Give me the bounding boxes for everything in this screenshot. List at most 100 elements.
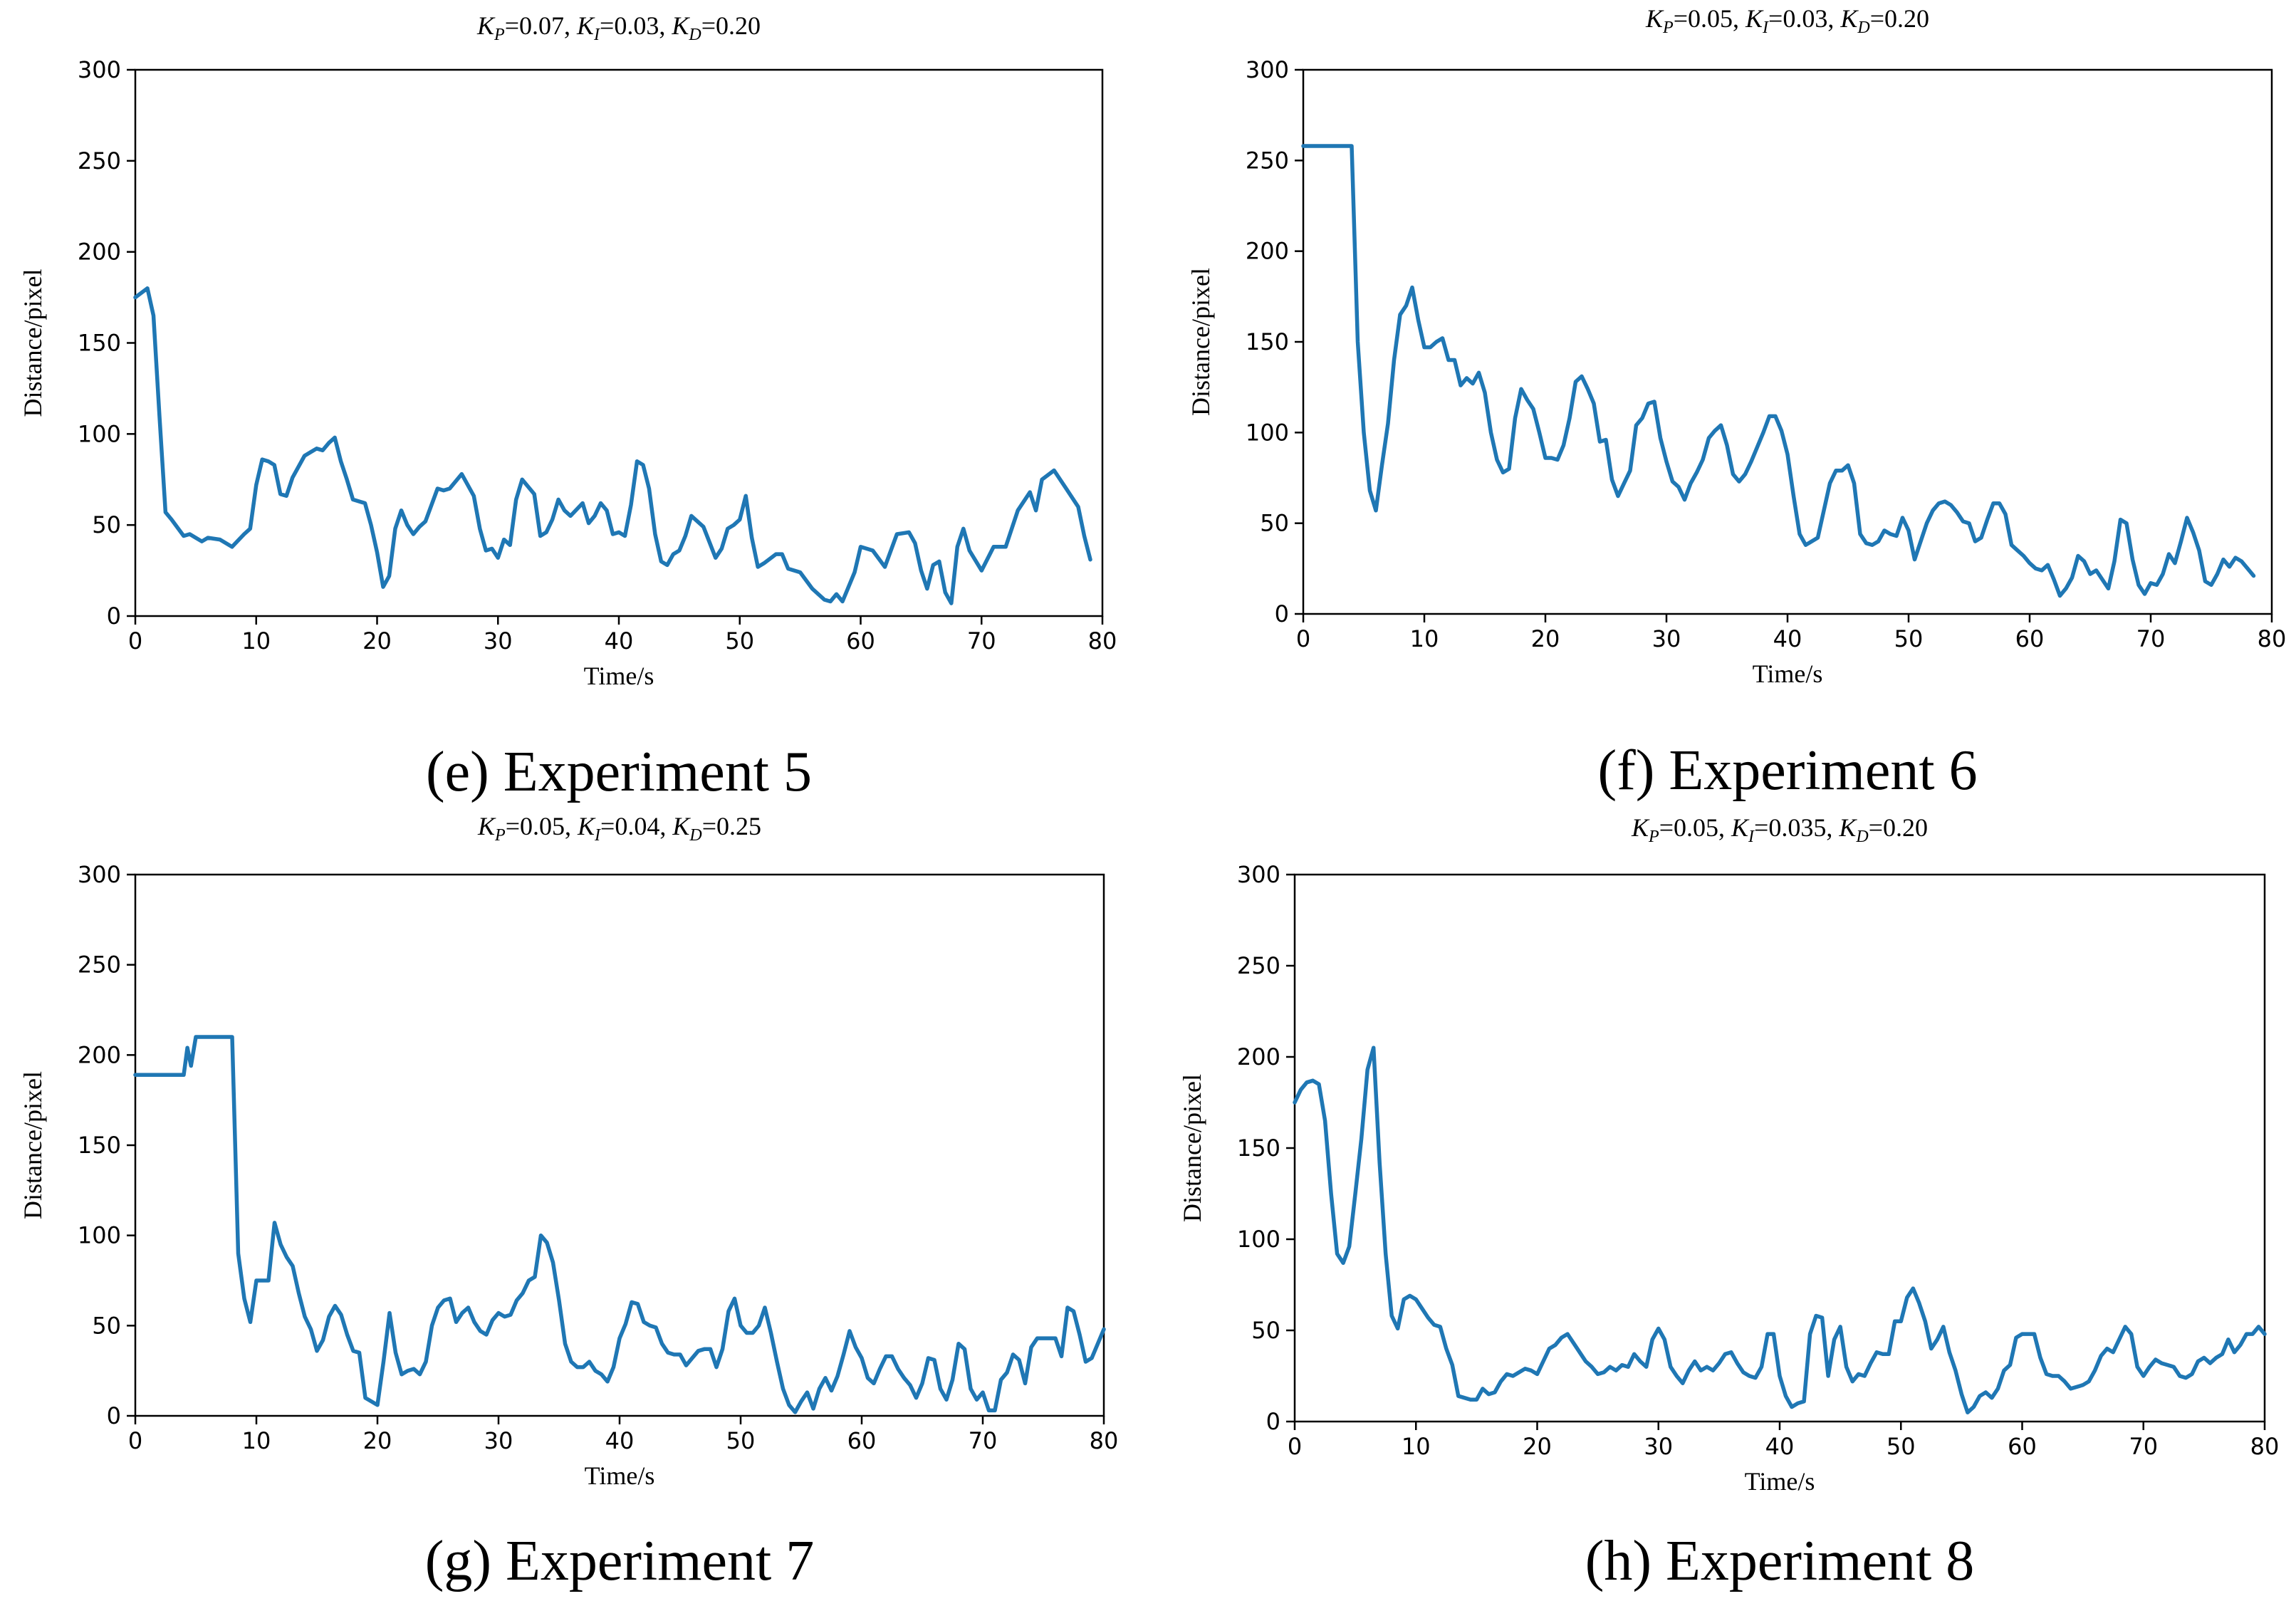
y-tick-label: 300 (1246, 56, 1289, 83)
y-tick-label: 150 (78, 330, 121, 357)
x-tick-label: 30 (1644, 1433, 1673, 1460)
panel-caption: (f) Experiment 6 (1597, 739, 1977, 802)
panel-experiment-5: KP=0.07, KI=0.03, KD=0.20050100150200250… (19, 11, 1117, 803)
x-tick-label: 40 (605, 1427, 635, 1454)
x-tick-label: 40 (1773, 625, 1802, 652)
y-tick-label: 300 (78, 56, 121, 83)
title-symbol: K (1645, 4, 1664, 33)
title-value: =0.03, (600, 11, 672, 40)
x-tick-label: 50 (726, 1427, 756, 1454)
y-tick-label: 100 (78, 1222, 121, 1249)
title-value: =0.25 (702, 812, 761, 840)
chart-title: KP=0.05, KI=0.035, KD=0.20 (1631, 813, 1928, 846)
x-tick-label: 60 (2015, 625, 2045, 652)
panel-experiment-6: KP=0.05, KI=0.03, KD=0.20050100150200250… (1186, 4, 2286, 802)
title-value: =0.07, (505, 11, 577, 40)
x-tick-label: 30 (484, 627, 513, 655)
title-subscript: P (494, 26, 505, 44)
y-tick-label: 50 (92, 511, 121, 538)
title-symbol: K (671, 11, 690, 40)
x-tick-label: 0 (1296, 625, 1310, 652)
chart-title: KP=0.05, KI=0.03, KD=0.20 (1645, 4, 1929, 37)
x-axis-label: Time/s (584, 662, 654, 690)
y-tick-label: 150 (1246, 328, 1289, 355)
x-tick-label: 80 (2250, 1433, 2280, 1460)
x-tick-label: 50 (725, 627, 754, 655)
title-value: =0.035, (1754, 813, 1839, 842)
x-tick-label: 10 (1402, 1433, 1431, 1460)
y-axis-label: Distance/pixel (1178, 1074, 1206, 1222)
x-tick-label: 80 (1090, 1427, 1119, 1454)
title-value: =0.05, (1659, 813, 1731, 842)
x-tick-label: 0 (1288, 1433, 1302, 1460)
title-subscript: D (1857, 19, 1869, 37)
y-tick-label: 200 (78, 239, 121, 266)
x-tick-label: 40 (1765, 1433, 1795, 1460)
x-tick-label: 70 (969, 1427, 998, 1454)
x-tick-label: 40 (605, 627, 634, 655)
panel-experiment-8: KP=0.05, KI=0.035, KD=0.2005010015020025… (1178, 813, 2279, 1592)
title-subscript: D (688, 26, 701, 44)
title-symbol: K (1631, 813, 1650, 842)
y-tick-label: 250 (78, 147, 121, 174)
y-tick-label: 0 (107, 603, 121, 630)
x-tick-label: 10 (1410, 625, 1439, 652)
x-tick-label: 70 (2136, 625, 2166, 652)
y-tick-label: 250 (1246, 147, 1289, 174)
series-line (1301, 144, 2256, 598)
y-tick-label: 300 (78, 861, 121, 888)
x-tick-label: 0 (128, 1427, 142, 1454)
x-tick-label: 70 (2129, 1433, 2158, 1460)
x-tick-label: 10 (241, 627, 271, 655)
x-tick-label: 80 (1088, 627, 1117, 655)
x-tick-label: 10 (242, 1427, 271, 1454)
x-tick-label: 30 (484, 1427, 513, 1454)
title-symbol: K (1745, 4, 1764, 33)
y-tick-label: 250 (78, 951, 121, 979)
x-axis-label: Time/s (585, 1461, 655, 1490)
y-tick-label: 100 (1246, 419, 1289, 446)
chart-title: KP=0.07, KI=0.03, KD=0.20 (476, 11, 761, 44)
title-value: =0.04, (600, 812, 672, 840)
y-tick-label: 0 (107, 1402, 121, 1429)
x-tick-label: 20 (1523, 1433, 1552, 1460)
panel-caption: (e) Experiment 5 (426, 741, 812, 803)
series-line (1293, 1046, 2267, 1414)
x-tick-label: 60 (847, 1427, 877, 1454)
y-tick-label: 150 (1237, 1135, 1280, 1162)
y-tick-label: 100 (78, 420, 121, 447)
title-subscript: P (1648, 828, 1659, 846)
title-symbol: K (672, 812, 691, 840)
title-symbol: K (576, 11, 595, 40)
x-tick-label: 60 (846, 627, 875, 655)
y-tick-label: 200 (1246, 238, 1289, 265)
x-tick-label: 0 (128, 627, 142, 655)
y-tick-label: 100 (1237, 1226, 1280, 1253)
y-tick-label: 50 (1260, 510, 1289, 537)
x-tick-label: 20 (363, 1427, 392, 1454)
title-value: =0.20 (701, 11, 761, 40)
y-tick-label: 250 (1237, 952, 1280, 979)
title-subscript: I (594, 826, 601, 845)
panel-caption: (h) Experiment 8 (1585, 1530, 1974, 1592)
series-line (133, 286, 1092, 605)
y-tick-label: 0 (1275, 600, 1289, 627)
panel-experiment-7: KP=0.05, KI=0.04, KD=0.25050100150200250… (19, 812, 1118, 1592)
title-value: =0.05, (1674, 4, 1746, 33)
series-line (133, 1035, 1106, 1414)
title-subscript: P (494, 826, 506, 845)
title-symbol: K (476, 11, 496, 40)
x-tick-label: 60 (2008, 1433, 2037, 1460)
y-tick-label: 300 (1237, 861, 1280, 888)
y-axis-label: Distance/pixel (19, 269, 47, 417)
panel-caption: (g) Experiment 7 (425, 1530, 814, 1592)
chart-title: KP=0.05, KI=0.04, KD=0.25 (477, 812, 761, 845)
x-tick-label: 50 (1894, 625, 1924, 652)
title-symbol: K (1838, 813, 1857, 842)
y-tick-label: 200 (78, 1041, 121, 1068)
y-tick-label: 50 (1251, 1317, 1280, 1344)
y-tick-label: 0 (1266, 1408, 1280, 1435)
title-value: =0.03, (1768, 4, 1840, 33)
x-tick-label: 20 (362, 627, 392, 655)
